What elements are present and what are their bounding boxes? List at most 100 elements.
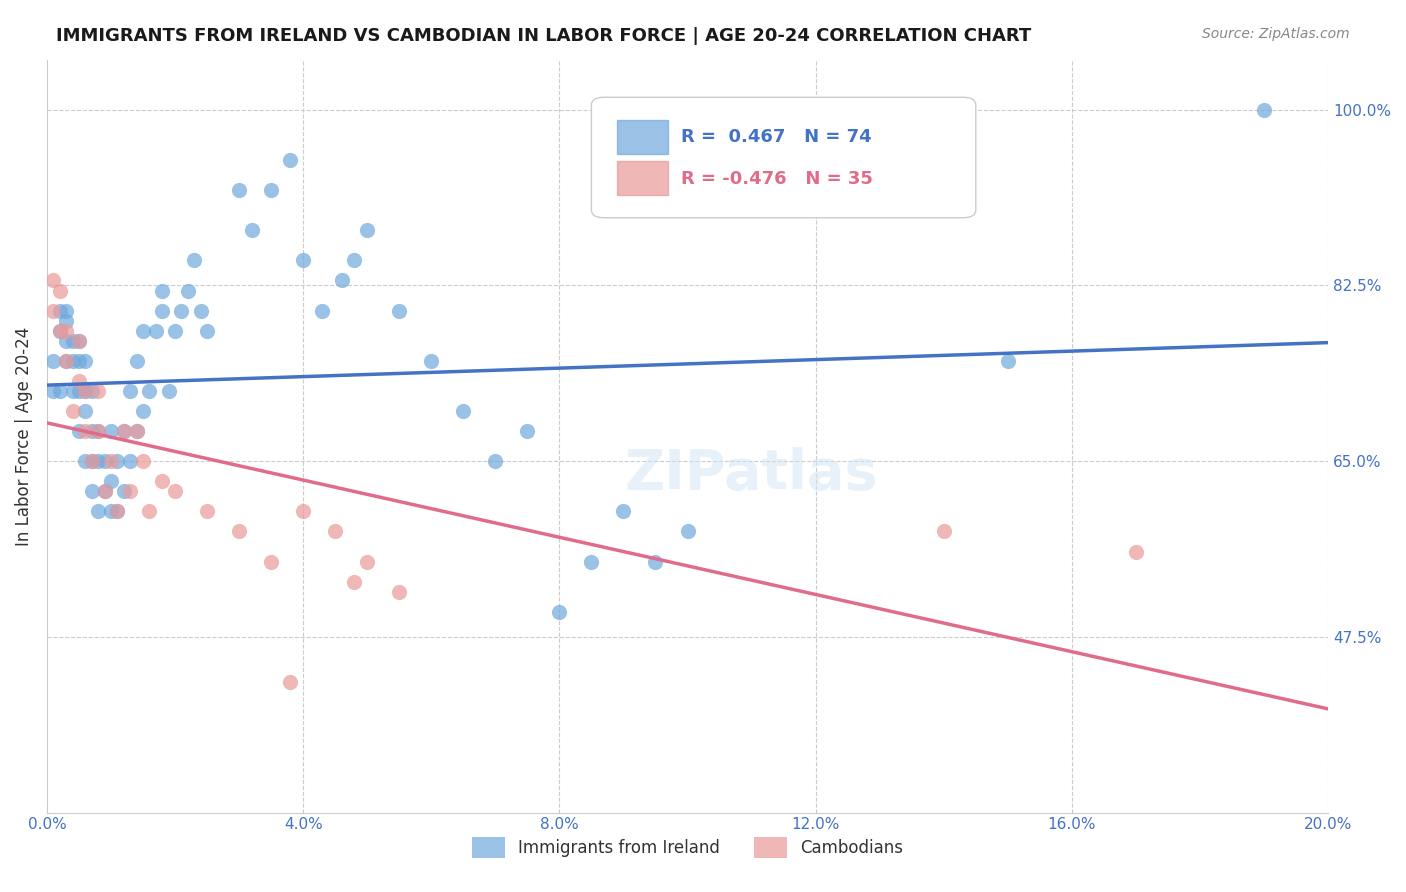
Point — [93, 484, 115, 499]
Point — [105, 504, 128, 518]
Point — [311, 303, 333, 318]
Point — [163, 324, 186, 338]
Point — [80, 384, 103, 398]
Point — [260, 555, 283, 569]
Point — [138, 384, 160, 398]
Point — [75, 384, 97, 398]
Point — [75, 454, 97, 468]
Point — [62, 384, 84, 398]
Point — [323, 524, 346, 539]
Point — [55, 353, 77, 368]
Point — [62, 334, 84, 348]
Point — [330, 273, 353, 287]
Point — [93, 484, 115, 499]
Point — [170, 303, 193, 318]
Point — [195, 324, 218, 338]
Point — [105, 504, 128, 518]
Point — [997, 353, 1019, 368]
Point — [55, 353, 77, 368]
Point — [581, 555, 603, 569]
Point — [132, 404, 155, 418]
Point — [75, 404, 97, 418]
Point — [132, 454, 155, 468]
Point — [67, 384, 90, 398]
Point — [100, 424, 122, 438]
Point — [87, 424, 110, 438]
Point — [356, 223, 378, 237]
Point — [75, 384, 97, 398]
Text: R =  0.467   N = 74: R = 0.467 N = 74 — [681, 128, 872, 146]
Point — [278, 153, 301, 167]
Point — [420, 353, 443, 368]
Point — [132, 324, 155, 338]
Point — [55, 303, 77, 318]
Point — [190, 303, 212, 318]
Point — [292, 253, 315, 268]
Point — [356, 555, 378, 569]
Point — [125, 424, 148, 438]
Point — [138, 504, 160, 518]
Point — [80, 454, 103, 468]
Point — [292, 504, 315, 518]
Point — [100, 504, 122, 518]
Point — [112, 424, 135, 438]
Bar — [617, 161, 668, 195]
Point — [48, 324, 70, 338]
Point — [42, 273, 65, 287]
Legend: Immigrants from Ireland, Cambodians: Immigrants from Ireland, Cambodians — [465, 830, 910, 864]
Point — [112, 424, 135, 438]
Point — [183, 253, 205, 268]
Point — [42, 384, 65, 398]
Point — [343, 253, 366, 268]
Point — [484, 454, 506, 468]
Point — [80, 484, 103, 499]
Point — [150, 475, 173, 489]
Y-axis label: In Labor Force | Age 20-24: In Labor Force | Age 20-24 — [15, 326, 32, 546]
Point — [612, 504, 634, 518]
Text: IMMIGRANTS FROM IRELAND VS CAMBODIAN IN LABOR FORCE | AGE 20-24 CORRELATION CHAR: IMMIGRANTS FROM IRELAND VS CAMBODIAN IN … — [56, 27, 1032, 45]
Point — [100, 475, 122, 489]
Point — [67, 374, 90, 388]
Point — [676, 524, 699, 539]
Point — [548, 605, 571, 619]
Point — [125, 424, 148, 438]
Point — [240, 223, 263, 237]
Point — [42, 353, 65, 368]
Point — [120, 484, 142, 499]
Point — [42, 303, 65, 318]
Point — [195, 504, 218, 518]
Text: ZIPatlas: ZIPatlas — [624, 447, 879, 500]
Point — [157, 384, 180, 398]
Point — [278, 675, 301, 690]
Point — [87, 504, 110, 518]
Point — [55, 334, 77, 348]
Point — [75, 353, 97, 368]
Point — [87, 424, 110, 438]
Point — [120, 384, 142, 398]
Text: Source: ZipAtlas.com: Source: ZipAtlas.com — [1202, 27, 1350, 41]
Point — [75, 424, 97, 438]
Point — [62, 404, 84, 418]
Point — [48, 324, 70, 338]
Point — [516, 424, 538, 438]
Point — [48, 303, 70, 318]
Point — [100, 454, 122, 468]
Point — [87, 454, 110, 468]
Point — [388, 584, 411, 599]
Point — [112, 484, 135, 499]
Point — [145, 324, 167, 338]
FancyBboxPatch shape — [592, 97, 976, 218]
Point — [177, 284, 200, 298]
Point — [150, 303, 173, 318]
Point — [87, 384, 110, 398]
Point — [67, 353, 90, 368]
Point — [105, 454, 128, 468]
Point — [48, 384, 70, 398]
Point — [260, 183, 283, 197]
Point — [644, 555, 666, 569]
Point — [163, 484, 186, 499]
Point — [343, 574, 366, 589]
Bar — [617, 120, 668, 153]
Point — [453, 404, 475, 418]
Point — [150, 284, 173, 298]
